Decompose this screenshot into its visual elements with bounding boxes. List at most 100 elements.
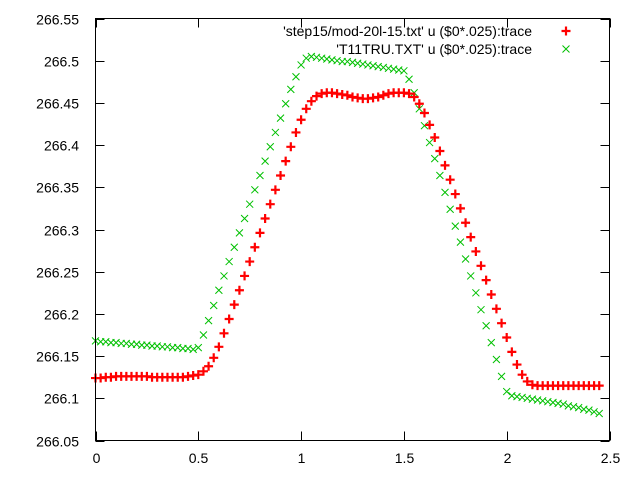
data-point-series-2 [590, 407, 598, 416]
x-tick-label: 1.5 [395, 450, 415, 466]
y-tick-label: 266.1 [44, 391, 79, 407]
legend: 'step15/mod-20l-15.txt' u ($0*.025):trac… [283, 23, 571, 57]
x-tick-label: 1 [298, 450, 306, 466]
data-point-series-1 [419, 108, 429, 118]
data-point-series-1 [255, 228, 265, 238]
data-point-series-2 [436, 171, 444, 180]
data-point-series-2 [245, 200, 254, 209]
data-point-series-1 [378, 90, 388, 100]
data-point-series-1 [404, 89, 414, 99]
y-tick-label: 266.3 [44, 223, 79, 239]
y-tick-label: 266.2 [44, 307, 79, 323]
data-point-series-2 [292, 72, 300, 81]
data-point-series-2 [477, 305, 485, 314]
data-point-series-2 [441, 188, 449, 197]
data-point-series-2 [215, 286, 223, 295]
data-point-series-2 [430, 154, 439, 163]
y-tick-label: 266.25 [36, 265, 79, 281]
data-point-series-2 [585, 406, 593, 414]
data-point-series-2 [199, 331, 208, 339]
x-tick-label: 2.5 [601, 450, 621, 466]
data-point-series-2 [482, 321, 490, 330]
data-point-series-2 [220, 272, 228, 280]
data-point-series-2 [189, 345, 198, 354]
x-tick-label: 2 [504, 450, 512, 466]
data-point-series-1 [414, 99, 424, 109]
data-point-series-2 [261, 157, 269, 165]
legend-marker-series-2 [562, 45, 570, 53]
data-point-series-1 [491, 304, 501, 314]
data-point-series-1 [594, 381, 604, 391]
data-point-series-2 [415, 104, 424, 113]
data-point-series-2 [559, 400, 568, 409]
data-point-series-1 [425, 120, 435, 130]
data-point-series-2 [276, 114, 285, 122]
data-point-series-2 [400, 66, 408, 75]
data-point-series-1 [486, 289, 496, 299]
data-point-series-2 [487, 338, 496, 347]
data-point-series-1 [209, 353, 219, 363]
data-point-series-2 [297, 61, 305, 69]
data-point-series-1 [240, 271, 250, 281]
data-point-series-1 [497, 318, 507, 328]
data-point-series-1 [245, 257, 255, 267]
plot-border [95, 18, 610, 441]
data-point-series-1 [301, 104, 311, 114]
data-point-series-1 [461, 218, 471, 228]
data-point-series-2 [574, 403, 583, 412]
data-point-series-2 [420, 121, 429, 130]
y-tick-label: 266.45 [36, 96, 79, 112]
data-point-series-2 [281, 99, 290, 108]
data-point-series-2 [466, 272, 475, 280]
data-point-series-1 [471, 246, 481, 256]
data-point-series-1 [229, 300, 239, 310]
data-point-series-1 [234, 285, 244, 295]
data-point-series-2 [492, 355, 501, 364]
data-point-series-2 [240, 214, 249, 223]
y-tick-label: 266.05 [36, 434, 79, 450]
data-point-series-2 [271, 128, 280, 137]
data-point-series-1 [476, 261, 486, 271]
data-point-series-2 [256, 171, 264, 180]
data-point-series-1 [430, 133, 440, 143]
data-point-series-1 [281, 156, 291, 166]
data-point-series-1 [445, 175, 455, 185]
y-tick-label: 266.4 [44, 138, 79, 154]
data-point-series-1 [435, 146, 445, 156]
data-point-series-2 [286, 85, 295, 94]
data-point-series-2 [209, 301, 218, 310]
data-point-series-2 [425, 138, 434, 147]
data-point-series-1 [306, 96, 316, 106]
data-point-series-1 [198, 366, 208, 376]
data-point-series-2 [446, 205, 455, 214]
data-point-series-2 [302, 54, 311, 63]
data-point-series-1 [286, 142, 296, 152]
legend-label-series-2: 'T11TRU.TXT' u ($0*.025):trace [336, 41, 532, 57]
data-point-series-2 [461, 255, 470, 263]
data-point-series-2 [250, 185, 259, 194]
data-point-series-2 [502, 387, 511, 396]
data-point-series-1 [219, 328, 229, 338]
data-point-series-1 [250, 242, 260, 252]
x-tick-label: 0 [93, 450, 101, 466]
legend-marker-series-1 [561, 26, 571, 36]
data-point-series-1 [270, 185, 280, 195]
data-point-series-1 [193, 370, 203, 380]
data-point-series-1 [265, 199, 275, 209]
data-point-series-1 [291, 127, 301, 137]
data-point-series-2 [497, 372, 506, 381]
data-point-series-1 [512, 360, 522, 370]
data-point-series-2 [194, 343, 203, 352]
legend-label-series-1: 'step15/mod-20l-15.txt' u ($0*.025):trac… [283, 23, 532, 39]
data-point-series-1 [276, 170, 286, 180]
data-point-series-1 [440, 160, 450, 170]
data-point-series-1 [296, 115, 306, 125]
data-point-series-2 [235, 229, 244, 237]
y-tick-label: 266.55 [36, 12, 79, 28]
data-point-series-1 [373, 92, 383, 102]
data-point-series-2 [595, 409, 604, 418]
data-point-series-1 [450, 189, 460, 199]
x-tick-label: 0.5 [189, 450, 209, 466]
data-point-series-1 [466, 232, 476, 242]
